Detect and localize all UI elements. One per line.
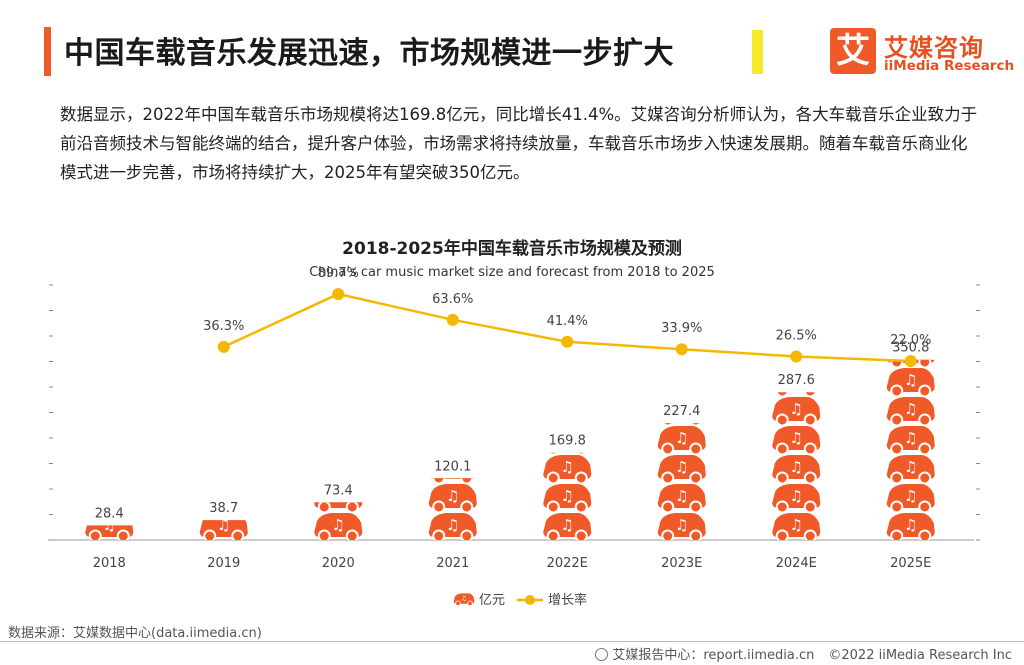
car-music-icon	[427, 512, 478, 541]
growth-rate-label: 22.0%	[890, 333, 931, 348]
car-music-icon	[885, 483, 936, 513]
growth-rate-label: 26.5%	[776, 329, 817, 344]
x-tick-label: 2025E	[890, 556, 931, 571]
car-music-icon	[313, 512, 364, 540]
car-music-icon	[656, 425, 707, 455]
x-tick-label: 2020	[322, 556, 355, 571]
car-music-icon	[885, 396, 936, 426]
growth-rate-point	[675, 343, 688, 356]
bar-value-label: 227.4	[663, 404, 700, 419]
logo-icon: 艾	[830, 28, 876, 74]
growth-rate-label: 33.9%	[661, 321, 702, 336]
bar-value-label: 38.7	[209, 501, 238, 516]
car-music-icon	[656, 454, 707, 484]
x-tick-label: 2022E	[547, 556, 588, 571]
chart-title: 2018-2025年中国车载音乐市场规模及预测	[342, 239, 682, 259]
report-center-link[interactable]: 艾媒报告中心：report.iimedia.cn	[612, 648, 815, 663]
x-tick-label: 2018	[93, 556, 126, 571]
bar-value-label: 28.4	[95, 506, 124, 521]
car-music-icon	[198, 520, 249, 540]
copyright-text: ©2022 iiMedia Research Inc	[828, 648, 1012, 663]
bar-value-label: 120.1	[434, 459, 471, 474]
car-music-icon	[542, 454, 593, 484]
growth-rate-label: 36.3%	[203, 319, 244, 334]
chart-subtitle: China's car music market size and foreca…	[309, 265, 715, 280]
x-tick-label: 2024E	[776, 556, 817, 571]
car-music-icon	[542, 512, 593, 540]
car-music-icon	[314, 455, 362, 484]
car-music-icon	[885, 512, 936, 540]
intro-paragraph: 数据显示，2022年中国车载音乐市场规模将达169.8亿元，同比增长41.4%。…	[60, 105, 978, 182]
data-source-note: 数据来源：艾媒数据中心(data.iimedia.cn)	[8, 626, 262, 641]
car-music-icon	[885, 425, 936, 455]
growth-rate-label: 41.4%	[547, 314, 588, 329]
bar-value-label: 350.8	[892, 341, 929, 356]
x-tick-label: 2021	[436, 556, 469, 571]
market-size-chart: ♫ 28.4201838.7201973.42020120.12021169.8…	[48, 266, 980, 608]
footer-divider	[0, 641, 1024, 642]
car-music-icon	[656, 483, 707, 513]
growth-rate-point	[332, 288, 345, 300]
car-music-icon	[771, 483, 822, 513]
logo-chinese-name: 艾媒咨询	[884, 34, 984, 62]
car-music-icon	[771, 512, 822, 541]
growth-rate-point	[446, 313, 459, 326]
legend-line-marker	[525, 595, 535, 605]
bar-value-label: 73.4	[324, 483, 353, 498]
bar-2022E	[542, 397, 593, 540]
globe-icon	[595, 648, 609, 661]
growth-rate-point	[790, 350, 803, 363]
car-music-icon	[656, 512, 707, 540]
page-title: 中国车载音乐发展迅速，市场规模进一步扩大	[64, 36, 674, 71]
bar-2024E	[771, 392, 822, 541]
bar-2021	[427, 426, 478, 541]
car-music-icon	[771, 454, 822, 484]
bar-2023E	[656, 368, 707, 540]
bar-value-label: 287.6	[778, 373, 815, 388]
car-music-icon	[885, 454, 936, 484]
legend-bar-icon	[453, 592, 475, 606]
car-music-icon	[542, 483, 593, 513]
growth-rate-point	[217, 340, 230, 353]
car-music-icon	[771, 396, 822, 426]
legend-line-label: 增长率	[548, 592, 587, 608]
footer-bar: 艾媒报告中心：report.iimedia.cn ©2022 iiMedia Re…	[595, 644, 1012, 663]
car-music-icon	[543, 397, 591, 426]
bar-value-label: 169.8	[549, 434, 586, 449]
growth-rate-label: 89.7%	[318, 266, 359, 281]
growth-rate-point	[904, 355, 917, 367]
brand-logo: 艾 艾媒咨询 iiMedia Research	[830, 28, 1014, 78]
car-music-icon	[429, 426, 477, 455]
growth-rate-label: 63.6%	[432, 292, 473, 307]
car-music-icon	[771, 425, 822, 455]
title-accent-bar	[44, 27, 51, 76]
growth-rate-point	[561, 335, 574, 348]
car-music-icon	[658, 368, 706, 397]
legend-bar-label: 亿元	[479, 593, 505, 608]
car-music-icon	[885, 367, 936, 397]
logo-english-name: iiMedia Research	[884, 58, 1015, 74]
x-tick-label: 2023E	[661, 556, 702, 571]
text-cursor-highlight	[752, 30, 763, 74]
x-tick-label: 2019	[207, 556, 240, 571]
car-music-icon	[427, 483, 478, 513]
